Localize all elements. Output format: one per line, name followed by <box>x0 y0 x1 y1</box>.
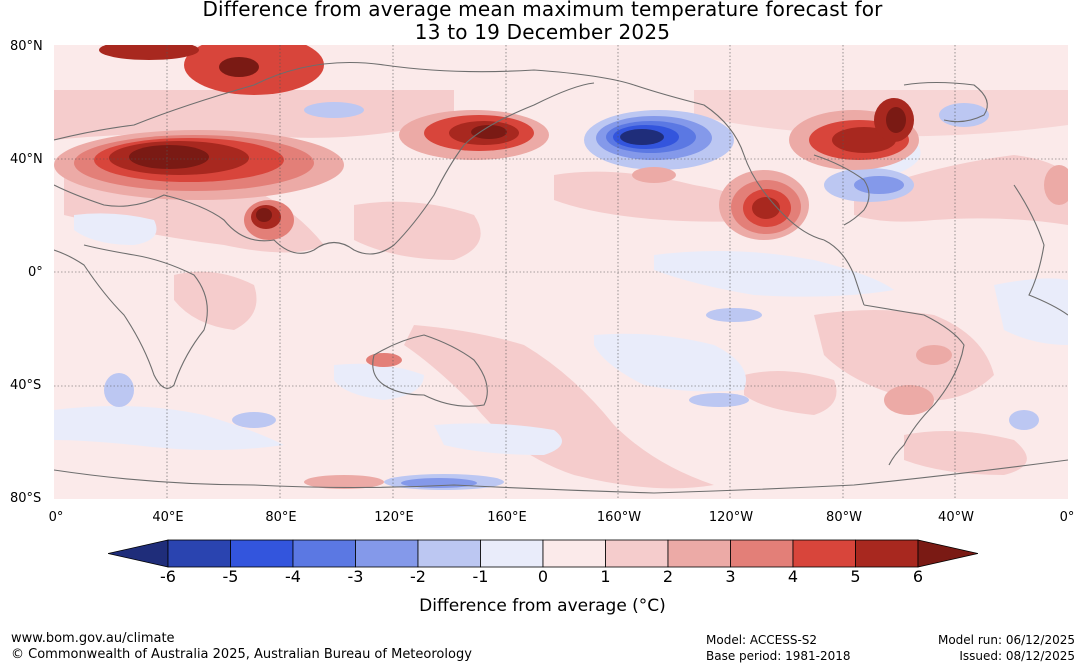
colorbar-swatch <box>480 539 544 568</box>
lat-label-0: 0° <box>28 265 43 280</box>
colorbar-tick-label: -4 <box>285 567 301 586</box>
colorbar-tick-label: 2 <box>662 567 674 586</box>
colorbar-swatch <box>792 539 856 568</box>
colorbar-tick-label: -6 <box>160 567 176 586</box>
colorbar-tick-label: -2 <box>410 567 426 586</box>
colorbar-tick-label: -5 <box>222 567 239 586</box>
colorbar-swatch <box>230 539 294 568</box>
lat-label-80s: 80°S <box>10 491 42 506</box>
colorbar-swatch <box>730 539 794 568</box>
colorbar-swatch <box>292 539 356 568</box>
colorbar-tick-label: -1 <box>472 567 489 586</box>
colorbar-swatch <box>667 539 731 568</box>
lon-label-120e: 120°E <box>374 510 414 525</box>
lon-label-160e: 160°E <box>487 510 527 525</box>
colorbar-swatch <box>542 539 606 568</box>
map-title-line2: 13 to 19 December 2025 <box>414 20 671 44</box>
lon-label-40w: 40°W <box>938 510 974 525</box>
footer-issued: Issued: 08/12/2025 <box>959 649 1075 663</box>
colorbar-tick-label: 4 <box>787 567 799 586</box>
colorbar-extend-min <box>108 539 169 568</box>
anomaly-red-regions <box>54 45 1068 489</box>
footer-model-run: Model run: 06/12/2025 <box>937 633 1075 647</box>
footer-copyright: © Commonwealth of Australia 2025, Austra… <box>11 647 472 662</box>
coastlines <box>54 61 1068 494</box>
colorbar-title: Difference from average (°C) <box>419 596 666 616</box>
map-title-line1: Difference from average mean maximum tem… <box>202 0 883 21</box>
colorbar <box>108 539 978 568</box>
colorbar-tick-label: 3 <box>725 567 736 586</box>
footer-model: Model: ACCESS-S2 <box>706 633 818 647</box>
colorbar-tick-label: 5 <box>850 567 861 586</box>
colorbar-swatch <box>167 539 231 568</box>
lon-label-80e: 80°E <box>265 510 297 525</box>
graticule <box>54 45 1068 499</box>
footer-url[interactable]: www.bom.gov.au/climate <box>11 631 175 646</box>
colorbar-extend-max <box>917 539 978 568</box>
colorbar-tick-label: 1 <box>600 567 611 586</box>
lon-label-160w: 160°W <box>596 510 642 525</box>
colorbar-swatch <box>355 539 419 568</box>
colorbar-swatch <box>605 539 669 568</box>
lat-label-40s: 40°S <box>10 378 42 393</box>
colorbar-swatch <box>417 539 481 568</box>
colorbar-tick-label: 0 <box>537 567 549 586</box>
lat-label-40n: 40°N <box>10 152 43 167</box>
map-canvas <box>54 45 1068 499</box>
footer-base-period: Base period: 1981-2018 <box>706 649 851 663</box>
colorbar-swatch <box>855 539 919 568</box>
lon-label-40e: 40°E <box>152 510 184 525</box>
temperature-anomaly-map <box>54 45 1068 499</box>
alaska-cool-core <box>620 129 664 145</box>
colorbar-tick-label: 6 <box>912 567 924 586</box>
lat-label-80n: 80°N <box>10 39 43 54</box>
lon-label-80w: 80°W <box>826 510 862 525</box>
lon-label-0-left: 0° <box>48 510 64 525</box>
anomaly-plus1-2-regions <box>54 90 1068 489</box>
lon-label-0-right: 0° <box>1059 510 1075 525</box>
colorbar-tick-label: -3 <box>347 567 364 586</box>
eurasia-warm-core <box>129 145 209 169</box>
lon-label-120w: 120°W <box>708 510 754 525</box>
